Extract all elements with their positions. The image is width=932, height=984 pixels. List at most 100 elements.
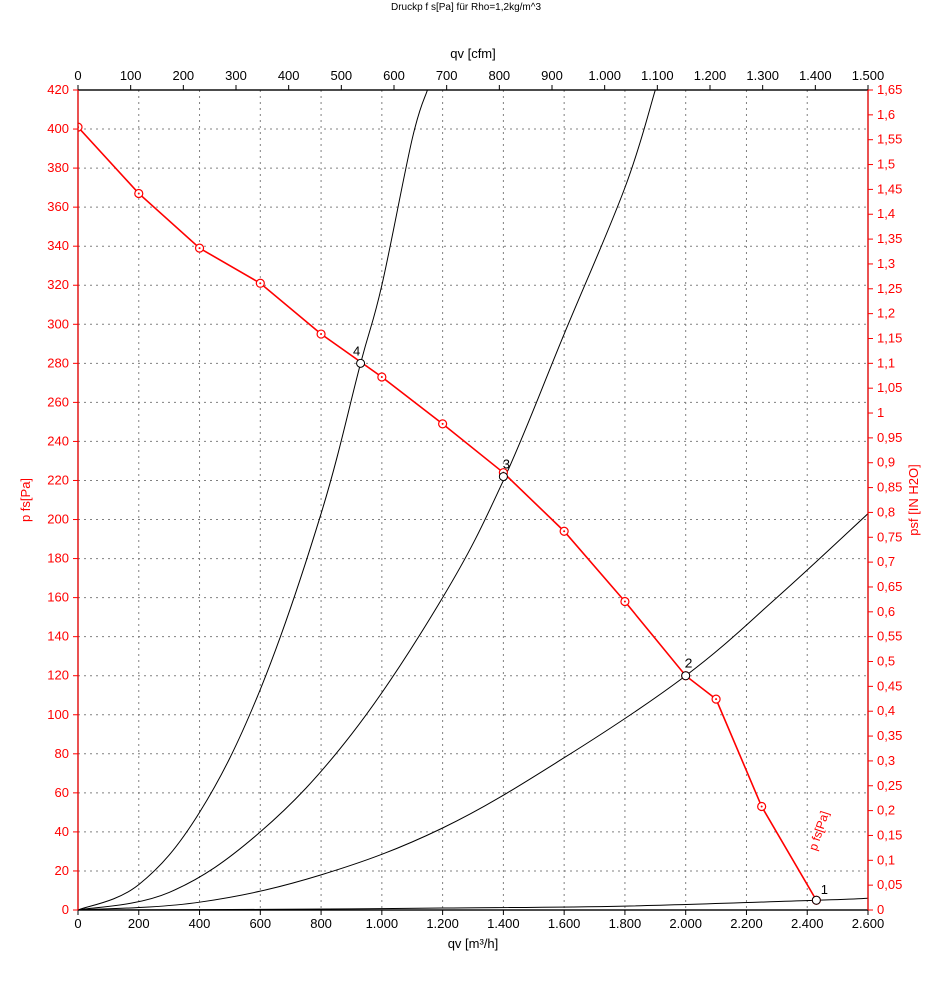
tick-label: 400: [278, 68, 300, 83]
tick-label: 0,65: [877, 579, 902, 594]
tick-label: 300: [225, 68, 247, 83]
tick-label: 1.200: [426, 916, 459, 931]
tick-label: 280: [47, 355, 69, 370]
tick-label: 0,1: [877, 852, 895, 867]
tick-label: 160: [47, 590, 69, 605]
op-point-label-2: 2: [685, 656, 692, 671]
operating-points: 1234: [353, 343, 828, 904]
tick-label: 380: [47, 160, 69, 175]
fan-curve-marker: [758, 803, 766, 811]
tick-label: 1.000: [588, 68, 621, 83]
tick-label: 1.600: [548, 916, 581, 931]
tick-label: 1,35: [877, 231, 902, 246]
tick-label: 800: [488, 68, 510, 83]
op-point-2: [682, 672, 690, 680]
op-point-label-4: 4: [353, 343, 360, 358]
tick-label: 800: [310, 916, 332, 931]
tick-label: 600: [383, 68, 405, 83]
curve-leftmost: [78, 90, 427, 910]
axis-label-top: qv [cfm]: [450, 46, 496, 61]
tick-label: 340: [47, 238, 69, 253]
tick-label: 1,6: [877, 107, 895, 122]
tick-label: 1,4: [877, 206, 895, 221]
tick-label: 0,7: [877, 554, 895, 569]
tick-label: 260: [47, 394, 69, 409]
tick-label: 0,9: [877, 455, 895, 470]
tick-label: 0,35: [877, 728, 902, 743]
tick-label: 0,45: [877, 678, 902, 693]
axis-top: 01002003004005006007008009001.0001.1001.…: [74, 46, 884, 90]
tick-label: 40: [55, 824, 69, 839]
tick-label: 1.400: [487, 916, 520, 931]
fan-curve-marker: [621, 598, 629, 606]
tick-label: 180: [47, 551, 69, 566]
fan-curve-marker: [560, 527, 568, 535]
fan-curve: [74, 123, 820, 904]
tick-label: 320: [47, 277, 69, 292]
axis-label-right: psf [IN H2O]: [906, 464, 921, 536]
interior-red-label: p fs[Pa]: [806, 809, 832, 852]
tick-label: 1.000: [366, 916, 399, 931]
fan-curve-marker: [378, 373, 386, 381]
tick-label: 0,15: [877, 827, 902, 842]
tick-label: 700: [436, 68, 458, 83]
tick-label: 600: [249, 916, 271, 931]
tick-label: 0,25: [877, 778, 902, 793]
op-point-label-3: 3: [503, 457, 510, 472]
tick-label: 0,6: [877, 604, 895, 619]
tick-label: 1.800: [609, 916, 642, 931]
tick-label: 1,55: [877, 132, 902, 147]
tick-label: 0,5: [877, 654, 895, 669]
axis-label-left: p fs[Pa]: [18, 478, 33, 522]
tick-label: 300: [47, 316, 69, 331]
fan-curve-marker: [196, 244, 204, 252]
tick-label: 0: [74, 68, 81, 83]
tick-label: 0,2: [877, 803, 895, 818]
tick-label: 220: [47, 472, 69, 487]
tick-label: 0,85: [877, 480, 902, 495]
chart-container: { "title": "Druckp f s[Pa] für Rho=1,2kg…: [0, 0, 932, 984]
tick-label: 0,05: [877, 877, 902, 892]
op-point-1: [812, 896, 820, 904]
chart-svg: 1234p fs[Pa]02004006008001.0001.2001.400…: [0, 0, 932, 984]
tick-label: 0: [877, 902, 884, 917]
tick-label: 80: [55, 746, 69, 761]
axis-label-bottom: qv [m³/h]: [448, 936, 499, 951]
tick-label: 400: [189, 916, 211, 931]
tick-label: 1,2: [877, 306, 895, 321]
tick-label: 0: [74, 916, 81, 931]
tick-label: 1,5: [877, 157, 895, 172]
fan-curve-marker: [439, 420, 447, 428]
axis-right: 00,050,10,150,20,250,30,350,40,450,50,55…: [868, 82, 921, 917]
tick-label: 100: [120, 68, 142, 83]
tick-label: 100: [47, 707, 69, 722]
tick-label: 1: [877, 405, 884, 420]
tick-label: 0,75: [877, 529, 902, 544]
system-curves: [78, 90, 868, 910]
tick-label: 200: [47, 512, 69, 527]
op-point-4: [357, 359, 365, 367]
tick-label: 60: [55, 785, 69, 800]
tick-label: 1,1: [877, 355, 895, 370]
tick-label: 1,45: [877, 181, 902, 196]
tick-label: 0,55: [877, 629, 902, 644]
plot-border: [78, 90, 868, 910]
tick-label: 2.000: [669, 916, 702, 931]
tick-label: 240: [47, 433, 69, 448]
tick-label: 1.400: [799, 68, 832, 83]
tick-label: 120: [47, 668, 69, 683]
tick-label: 500: [330, 68, 352, 83]
tick-label: 1.100: [641, 68, 674, 83]
tick-label: 1,05: [877, 380, 902, 395]
fan-curve-marker: [256, 279, 264, 287]
curve-right-a: [78, 514, 868, 910]
tick-label: 1.200: [694, 68, 727, 83]
curve-middle: [78, 90, 655, 910]
tick-label: 1,25: [877, 281, 902, 296]
tick-label: 420: [47, 82, 69, 97]
tick-label: 2.600: [852, 916, 885, 931]
tick-label: 1,15: [877, 330, 902, 345]
tick-label: 1,65: [877, 82, 902, 97]
tick-label: 0,95: [877, 430, 902, 445]
tick-label: 200: [172, 68, 194, 83]
